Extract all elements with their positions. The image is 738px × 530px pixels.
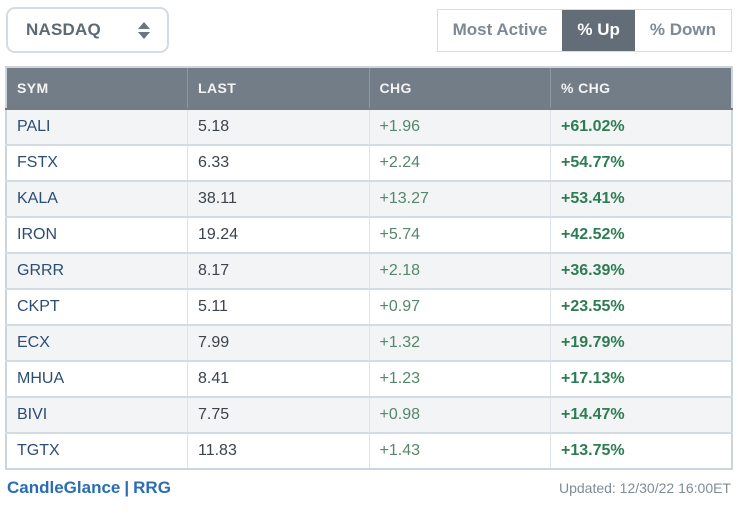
symbol-link[interactable]: ECX <box>6 324 188 361</box>
pct-value: +61.02% <box>550 108 732 145</box>
symbol-link[interactable]: KALA <box>6 180 188 217</box>
chg-value: +1.32 <box>368 324 551 361</box>
gainers-table: SYM LAST CHG % CHG PALI 5.18 +1.96 +61.0… <box>5 66 733 470</box>
chg-value: +1.96 <box>368 108 551 145</box>
last-value: 5.18 <box>187 108 369 145</box>
pct-value: +13.75% <box>550 432 732 469</box>
chg-value: +13.27 <box>368 180 551 217</box>
last-value: 8.41 <box>187 360 369 397</box>
chg-value: +2.24 <box>368 144 551 181</box>
filter-button-group: Most Active % Up % Down <box>436 8 732 52</box>
pct-value: +54.77% <box>550 144 732 181</box>
symbol-link[interactable]: MHUA <box>6 360 188 397</box>
chg-value: +0.97 <box>368 288 551 325</box>
last-value: 19.24 <box>187 216 369 253</box>
last-value: 7.99 <box>187 324 369 361</box>
candleglance-link[interactable]: CandleGlance <box>7 478 121 497</box>
symbol-link[interactable]: CKPT <box>6 288 188 325</box>
table-row: TGTX 11.83 +1.43 +13.75% <box>6 432 732 469</box>
percent-down-button[interactable]: % Down <box>634 9 731 51</box>
last-value: 8.17 <box>187 252 369 289</box>
chg-value: +2.18 <box>368 252 551 289</box>
table-row: BIVI 7.75 +0.98 +14.47% <box>6 396 732 433</box>
last-value: 38.11 <box>187 180 369 217</box>
table-header: SYM LAST CHG % CHG <box>6 67 732 109</box>
pct-value: +53.41% <box>550 180 732 217</box>
topbar: NASDAQ Most Active % Up % Down <box>6 7 732 53</box>
exchange-select[interactable]: NASDAQ <box>6 7 169 53</box>
pct-value: +19.79% <box>550 324 732 361</box>
symbol-link[interactable]: PALI <box>6 108 188 145</box>
last-value: 5.11 <box>187 288 369 325</box>
column-header-chg: CHG <box>368 67 551 109</box>
last-value: 11.83 <box>187 432 369 469</box>
symbol-link[interactable]: IRON <box>6 216 188 253</box>
most-active-button[interactable]: Most Active <box>437 9 563 51</box>
table-row: IRON 19.24 +5.74 +42.52% <box>6 216 732 253</box>
table-body: PALI 5.18 +1.96 +61.02% FSTX 6.33 +2.24 … <box>6 108 732 469</box>
chg-value: +1.23 <box>368 360 551 397</box>
table-row: CKPT 5.11 +0.97 +23.55% <box>6 288 732 325</box>
updated-timestamp: Updated: 12/30/22 16:00ET <box>558 480 731 496</box>
table-row: ECX 7.99 +1.32 +19.79% <box>6 324 732 361</box>
chg-value: +5.74 <box>368 216 551 253</box>
rrg-link[interactable]: RRG <box>133 478 171 497</box>
pct-value: +14.47% <box>550 396 732 433</box>
symbol-link[interactable]: BIVI <box>6 396 188 433</box>
table-row: PALI 5.18 +1.96 +61.02% <box>6 108 732 145</box>
exchange-select-value: NASDAQ <box>26 20 101 39</box>
chg-value: +0.98 <box>368 396 551 433</box>
footer-links: CandleGlance | RRG <box>7 478 171 498</box>
last-value: 6.33 <box>187 144 369 181</box>
pct-value: +42.52% <box>550 216 732 253</box>
table-row: KALA 38.11 +13.27 +53.41% <box>6 180 732 217</box>
table-row: FSTX 6.33 +2.24 +54.77% <box>6 144 732 181</box>
symbol-link[interactable]: TGTX <box>6 432 188 469</box>
chg-value: +1.43 <box>368 432 551 469</box>
pct-value: +23.55% <box>550 288 732 325</box>
column-header-sym: SYM <box>6 67 188 109</box>
select-arrows-icon <box>138 21 150 39</box>
footer: CandleGlance | RRG Updated: 12/30/22 16:00… <box>7 478 731 498</box>
column-header-pct: % CHG <box>550 67 732 109</box>
table-row: GRRR 8.17 +2.18 +36.39% <box>6 252 732 289</box>
pct-value: +17.13% <box>550 360 732 397</box>
pct-value: +36.39% <box>550 252 732 289</box>
column-header-last: LAST <box>187 67 369 109</box>
last-value: 7.75 <box>187 396 369 433</box>
percent-up-button[interactable]: % Up <box>562 9 635 51</box>
table-row: MHUA 8.41 +1.23 +17.13% <box>6 360 732 397</box>
symbol-link[interactable]: GRRR <box>6 252 188 289</box>
link-separator: | <box>124 478 130 497</box>
symbol-link[interactable]: FSTX <box>6 144 188 181</box>
